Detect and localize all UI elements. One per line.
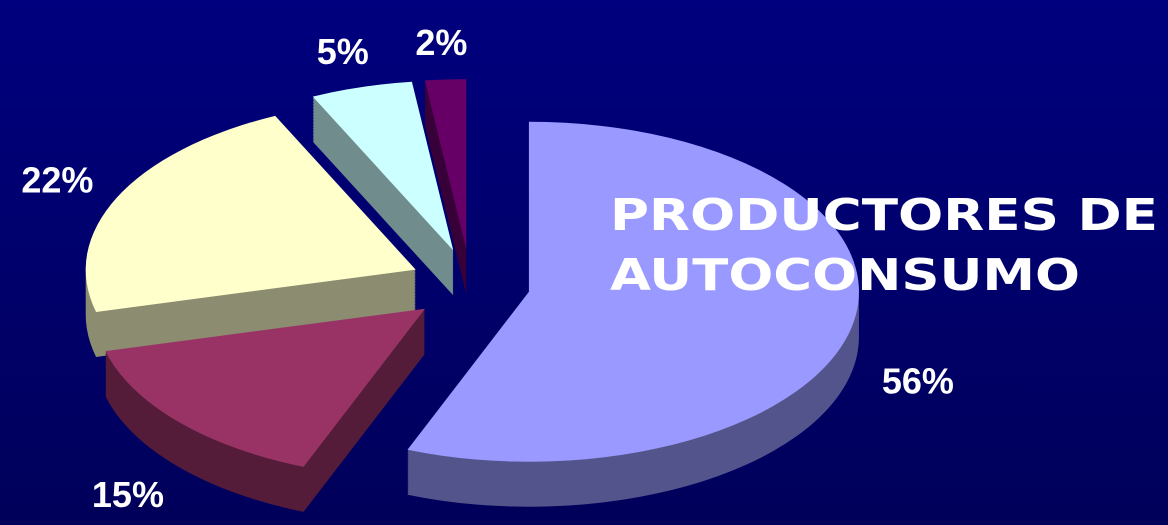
data-label: 5% <box>317 31 369 72</box>
slice <box>424 79 467 250</box>
chart-title: AUTOCONSUMO <box>610 250 1080 301</box>
chart-title: PRODUCTORES DE <box>610 190 1158 241</box>
slice <box>407 121 859 462</box>
slice <box>85 115 416 312</box>
data-label: 15% <box>92 474 164 515</box>
data-label: 2% <box>415 22 467 63</box>
slice <box>312 81 454 251</box>
slice <box>105 308 425 467</box>
data-label: 56% <box>882 360 954 401</box>
data-label: 22% <box>21 159 93 200</box>
pie <box>85 79 859 512</box>
